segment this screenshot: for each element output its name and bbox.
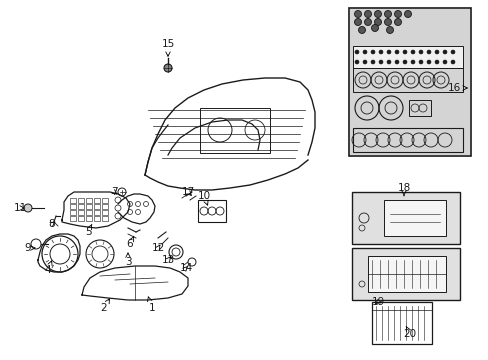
Circle shape [354,60,358,64]
Text: 12: 12 [151,243,164,253]
Bar [86,210,92,215]
Circle shape [354,18,361,26]
Bar [94,204,100,209]
Bar [86,204,92,209]
Bar [351,248,459,300]
Text: 10: 10 [197,191,210,205]
Bar [371,302,431,344]
Text: 13: 13 [161,255,174,265]
Circle shape [410,50,414,54]
Bar [70,210,76,215]
Text: 19: 19 [370,297,384,307]
Bar [408,100,430,116]
Circle shape [370,60,374,64]
Bar [94,198,100,203]
Circle shape [442,60,446,64]
Circle shape [378,60,382,64]
Bar [352,128,462,152]
Circle shape [364,18,371,26]
Text: 20: 20 [403,326,416,339]
Bar [86,198,92,203]
Text: 1: 1 [147,297,155,313]
Bar [102,216,108,221]
Circle shape [362,60,366,64]
Bar [70,198,76,203]
Circle shape [410,60,414,64]
Circle shape [354,50,358,54]
Bar [102,198,108,203]
Circle shape [386,50,390,54]
Circle shape [371,24,378,31]
Circle shape [384,18,391,26]
Bar [348,8,470,156]
Bar [94,210,100,215]
Circle shape [163,64,172,72]
Circle shape [394,50,398,54]
Text: 14: 14 [179,263,192,273]
Circle shape [358,27,365,33]
Bar [351,192,459,244]
Circle shape [418,60,422,64]
Circle shape [402,60,406,64]
Bar [200,108,269,153]
Text: 9: 9 [24,243,35,253]
Circle shape [450,50,454,54]
Circle shape [384,10,391,18]
Bar [86,216,92,221]
Text: 2: 2 [101,299,109,313]
Bar [383,200,445,236]
Circle shape [418,50,422,54]
Circle shape [434,50,438,54]
Circle shape [394,60,398,64]
Circle shape [402,50,406,54]
Circle shape [364,10,371,18]
Bar [367,256,445,292]
Text: 15: 15 [161,39,174,56]
Circle shape [386,60,390,64]
Circle shape [354,10,361,18]
Circle shape [426,60,430,64]
Circle shape [442,50,446,54]
Circle shape [374,10,381,18]
Circle shape [24,204,32,212]
Text: 11: 11 [13,203,26,213]
Circle shape [374,18,381,26]
Text: 6: 6 [126,236,134,249]
Circle shape [386,27,393,33]
Text: 7: 7 [110,187,117,197]
Circle shape [370,50,374,54]
Bar [70,216,76,221]
Text: 17: 17 [181,187,194,197]
Bar [70,204,76,209]
Text: 8: 8 [49,219,55,229]
Bar [78,198,84,203]
Text: 3: 3 [124,253,131,267]
Circle shape [362,50,366,54]
Bar [78,210,84,215]
Circle shape [394,18,401,26]
Text: 18: 18 [397,183,410,196]
Text: 4: 4 [44,261,52,275]
Circle shape [450,60,454,64]
Circle shape [426,50,430,54]
Bar [352,46,462,68]
Bar [102,204,108,209]
Bar [78,204,84,209]
Bar [94,216,100,221]
Bar [349,9,469,155]
Circle shape [434,60,438,64]
Text: 5: 5 [84,224,92,237]
Circle shape [378,50,382,54]
Bar [102,210,108,215]
Text: 16: 16 [447,83,467,93]
Bar [352,68,462,92]
Bar [78,216,84,221]
Circle shape [404,10,411,18]
Circle shape [394,10,401,18]
Bar [198,200,225,222]
